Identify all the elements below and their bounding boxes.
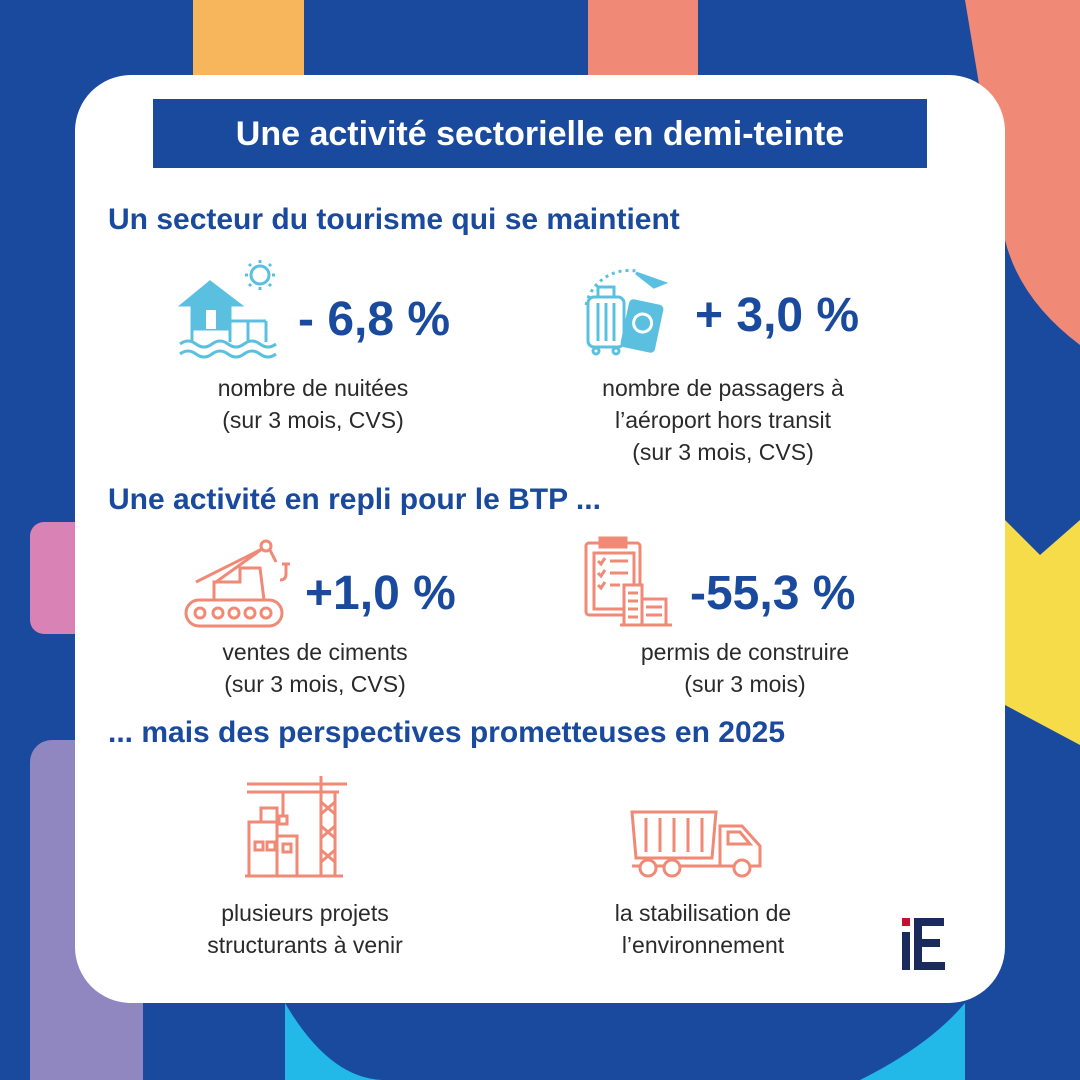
title-banner: Une activité sectorielle en demi-teinte [153,99,927,168]
caption-environnement: la stabilisation de l’environnement [614,900,792,958]
caption-permis: permis de construire (sur 3 mois) [640,639,850,697]
value-nuitees: - 6,8 % [298,293,451,346]
caption-ciments: ventes de ciments (sur 3 mois, CVS) [222,639,408,697]
section-heading-btp: Une activité en repli pour le BTP ... [108,483,601,516]
bg-coral-bar [588,0,698,80]
caption-passagers: nombre de passagers à l’aéroport hors tr… [602,375,844,465]
construction-crane-icon [245,776,347,878]
value-passagers: + 3,0 % [695,289,860,342]
page-title: Une activité sectorielle en demi-teinte [235,115,845,153]
caption-projets: plusieurs projets structurants à venir [207,900,403,958]
content-card [75,75,1005,1003]
value-permis: -55,3 % [690,567,856,620]
luggage-passport-icon [584,268,669,356]
caption-nuitees: nombre de nuitées (sur 3 mois, CVS) [217,375,409,433]
ie-logo [902,918,945,970]
bg-orange-bar [193,0,304,80]
building-permit-icon [584,536,672,627]
section-heading-perspectives: ... mais des perspectives prometteuses e… [108,716,786,749]
value-ciments: +1,0 % [305,567,456,620]
dump-truck-icon [630,810,762,878]
section-heading-tourism: Un secteur du tourisme qui se maintient [108,203,680,236]
crane-vehicle-icon [184,539,290,628]
water-bungalow-icon [178,260,277,359]
